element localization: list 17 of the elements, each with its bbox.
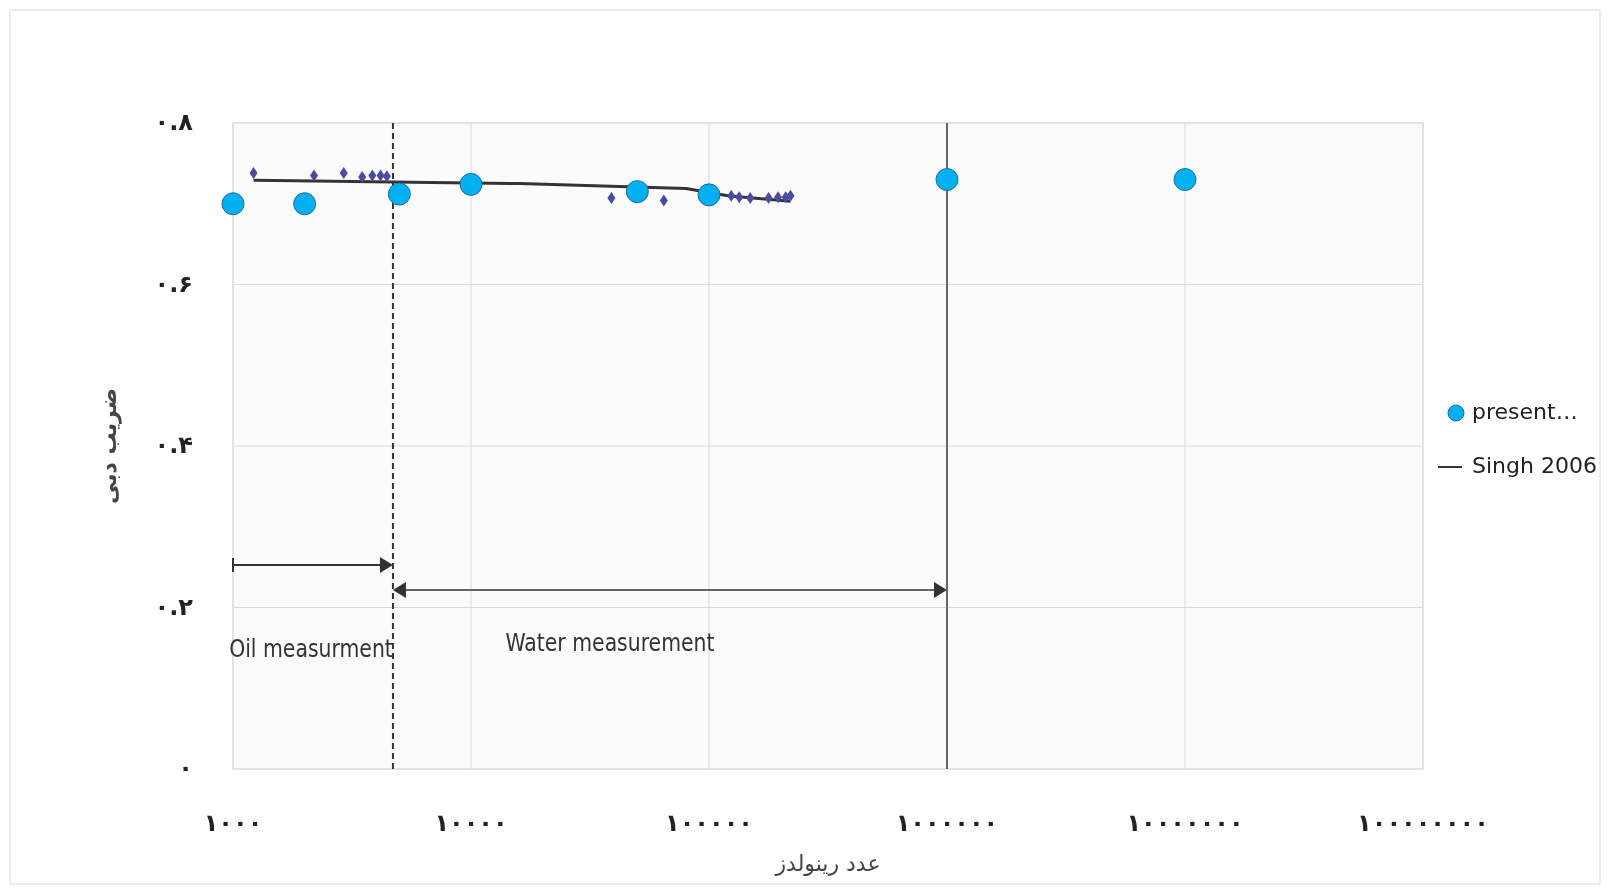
y-tick-label: ۰.۸: [154, 108, 194, 136]
x-tick-label: ۱۰۰۰۰۰۰۰: [1126, 809, 1244, 837]
x-tick-label: ۱۰۰۰۰: [434, 809, 508, 837]
x-tick-label: ۱۰۰۰: [203, 809, 263, 837]
y-tick-label: ۰.۴: [154, 431, 193, 459]
x-tick-label: ۱۰۰۰۰۰۰: [895, 809, 999, 837]
x-tick-label: ۱۰۰۰۰۰: [665, 809, 753, 837]
legend-label: Singh 2006: [1472, 453, 1597, 478]
y-tick-label: ۰.۲: [154, 592, 194, 621]
legend-label: present…: [1472, 399, 1578, 424]
y-axis-title: ضریب دبی: [96, 388, 122, 504]
annotation: Oil measurment: [229, 634, 394, 663]
y-tick-label: ۰.۶: [154, 269, 193, 298]
y-tick-label: ۰: [178, 754, 193, 782]
x-axis-title: عدد رینولدز: [774, 851, 881, 876]
annotation: Water measurement: [505, 628, 715, 657]
x-tick-label: ۱۰۰۰۰۰۰۰۰: [1357, 809, 1489, 837]
